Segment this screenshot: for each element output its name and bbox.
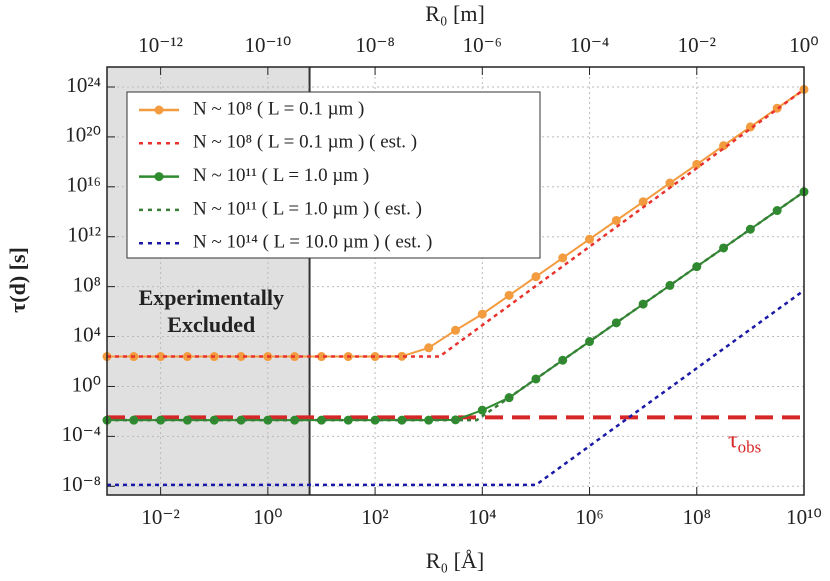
series-marker <box>397 415 407 425</box>
x2-tick-label: 10⁻⁴ <box>570 33 609 57</box>
series-marker <box>585 234 595 244</box>
series-marker <box>477 309 487 319</box>
series-marker <box>504 290 514 300</box>
x-tick-label: 10⁶ <box>575 505 603 529</box>
series-line <box>107 88 805 358</box>
x2-tick-label: 10⁻⁸ <box>355 33 394 57</box>
tau-obs-label: τobs <box>728 427 761 456</box>
legend-marker <box>154 172 164 182</box>
x-tick-label: 10⁴ <box>468 505 496 529</box>
series-marker <box>370 352 380 362</box>
tau-obs-symbol: τ <box>728 427 738 453</box>
y-tick-label: 10⁸ <box>73 272 101 296</box>
legend-marker <box>154 105 164 115</box>
legend-label: N ~ 10⁸ ( L = 0.1 µm ) <box>193 98 364 119</box>
series-marker <box>638 197 648 207</box>
x-tick-label: 10² <box>361 505 388 529</box>
legend-box <box>126 91 541 259</box>
legend-label: N ~ 10¹⁴ ( L = 10.0 µm ) ( est. ) <box>193 232 432 253</box>
x2-tick-label: 10⁻¹² <box>138 33 183 57</box>
series-marker <box>236 415 246 425</box>
series-marker <box>719 141 729 151</box>
series-marker <box>370 415 380 425</box>
series-marker <box>558 253 568 263</box>
series-marker <box>316 352 326 362</box>
x2-tick-label: 10⁻⁶ <box>463 33 502 57</box>
series-marker <box>156 352 166 362</box>
y-tick-label: 10²⁴ <box>66 73 101 97</box>
y-tick-label: 10⁴ <box>73 322 101 346</box>
series-marker <box>611 215 621 225</box>
legend-label: N ~ 10¹¹ ( L = 1.0 µm ) <box>193 165 369 186</box>
series-marker <box>450 325 460 335</box>
x2-tick-label: 10⁻¹⁰ <box>244 33 291 57</box>
series-marker <box>772 103 782 113</box>
series-marker <box>236 352 246 362</box>
y-axis-label: τ(d) [s] <box>5 247 30 313</box>
x2-tick-label: 10⁻² <box>678 33 716 57</box>
series-marker <box>424 343 434 353</box>
series-marker <box>316 415 326 425</box>
legend-label: N ~ 10¹¹ ( L = 1.0 µm ) ( est. ) <box>193 198 422 219</box>
legend-label: N ~ 10⁸ ( L = 0.1 µm ) ( est. ) <box>193 132 417 153</box>
series-marker <box>450 415 460 425</box>
excluded-label: Experimentally <box>139 285 284 310</box>
plot-frame <box>106 66 805 496</box>
x-axis-label: R₀ [Å] <box>426 548 484 573</box>
x-tick-label: 10⁻² <box>141 505 179 529</box>
y-tick-label: 10¹⁶ <box>66 173 101 197</box>
x-tick-label: 10¹⁰ <box>786 505 822 529</box>
x2-tick-label: 10⁰ <box>789 33 818 57</box>
series-marker <box>692 159 702 169</box>
y-tick-label: 10²⁰ <box>65 123 101 147</box>
x2-axis-label: R₀ [m] <box>425 1 485 26</box>
y-tick-label: 10⁻⁴ <box>62 422 101 446</box>
series-line <box>107 190 805 422</box>
y-tick-label: 10¹² <box>67 223 101 247</box>
x-tick-label: 10⁸ <box>683 505 711 529</box>
tau-obs-subscript: obs <box>738 437 762 456</box>
series-marker <box>477 405 487 415</box>
excluded-label: Excluded <box>167 312 255 337</box>
y-tick-label: 10⁻⁸ <box>62 472 101 496</box>
series-line <box>107 289 805 487</box>
series-marker <box>156 415 166 425</box>
series-marker <box>531 272 541 282</box>
series-marker <box>665 178 675 188</box>
y-tick-label: 10⁰ <box>72 372 101 396</box>
series-marker <box>397 351 407 361</box>
x-tick-label: 10⁰ <box>253 505 282 529</box>
